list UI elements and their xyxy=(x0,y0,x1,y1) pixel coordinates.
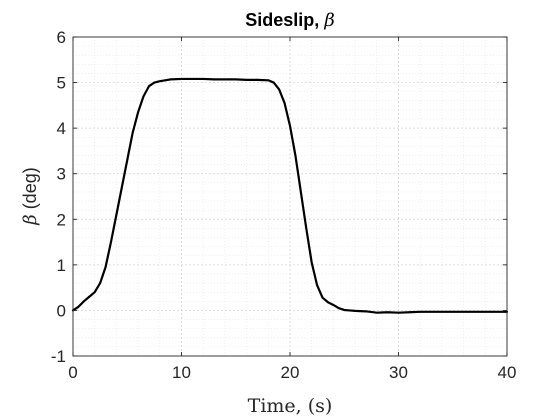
x-tick-label: 10 xyxy=(172,363,191,382)
y-tick-label: 0 xyxy=(57,301,66,320)
series-line-0 xyxy=(71,77,509,314)
x-tick-label: 20 xyxy=(281,363,300,382)
y-tick-label: 3 xyxy=(57,165,66,184)
y-tick-label: 6 xyxy=(57,28,66,47)
chart-title-symbol: β xyxy=(323,10,334,31)
y-axis-label-text: (deg) xyxy=(20,167,40,214)
chart-title-text: Sideslip, xyxy=(245,10,324,30)
y-tick-labels: -1 0 1 2 3 4 5 6 xyxy=(51,28,66,366)
y-tick-label: 5 xyxy=(57,74,66,93)
y-tick-label: 2 xyxy=(57,210,66,229)
series-layer xyxy=(71,77,509,314)
x-axis-label: Time, (s) xyxy=(248,395,333,417)
x-tick-labels: 0 10 20 30 40 xyxy=(68,363,516,382)
y-tick-label: 4 xyxy=(57,119,66,138)
tick-marks xyxy=(72,36,508,357)
minor-grid xyxy=(73,37,507,356)
x-tick-label: 40 xyxy=(498,363,517,382)
x-tick-label: 30 xyxy=(389,363,408,382)
y-axis-label-symbol: β xyxy=(20,214,41,225)
x-tick-label: 0 xyxy=(68,363,77,382)
y-axis-label: β (deg) xyxy=(20,167,41,225)
y-tick-label: 1 xyxy=(57,256,66,275)
chart-title: Sideslip, β xyxy=(245,10,334,31)
y-tick-label: -1 xyxy=(51,347,66,366)
